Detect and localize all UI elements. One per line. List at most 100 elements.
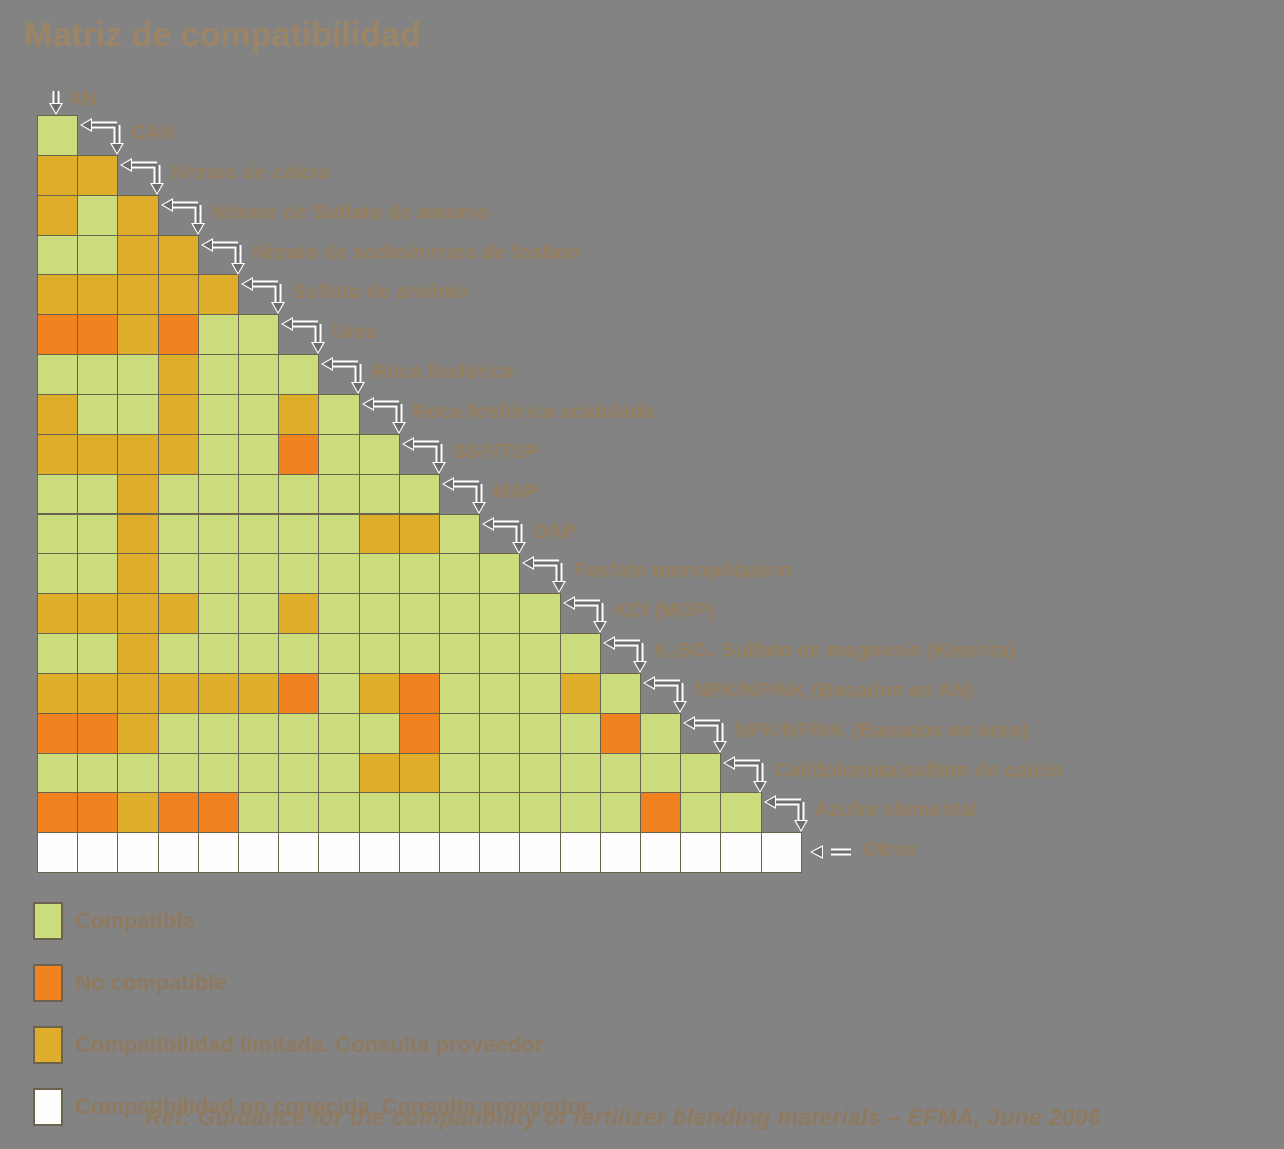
- matrix-cell: [318, 672, 360, 714]
- matrix-cell: [37, 154, 79, 196]
- material-label: Azufre elemental: [814, 799, 978, 822]
- matrix-cell: [278, 473, 320, 515]
- legend-item-compatible: Compatible: [33, 902, 195, 940]
- legend-label: Compatible: [75, 908, 195, 933]
- material-label: Nitrato de Sulfato de amonio: [211, 201, 490, 224]
- matrix-cell: [479, 633, 521, 674]
- matrix-cell: [439, 792, 481, 834]
- matrix-cell: [519, 672, 561, 714]
- matrix-cell: [358, 473, 400, 515]
- matrix-cell: [77, 792, 119, 834]
- matrix-cell: [238, 553, 280, 595]
- row-column-arrow-icon: [240, 275, 286, 320]
- matrix-cell: [157, 792, 199, 834]
- matrix-cell: [640, 832, 682, 874]
- matrix-cell: [157, 513, 199, 555]
- matrix-cell: [77, 274, 119, 316]
- matrix-cell: [760, 832, 802, 874]
- material-label: Fosfato monopótasico: [573, 560, 792, 583]
- down-arrow-icon: [48, 90, 64, 121]
- matrix-cell: [278, 633, 320, 674]
- matrix-cell: [398, 553, 440, 595]
- matrix-cell: [358, 672, 400, 714]
- matrix-cell: [238, 354, 280, 395]
- matrix-cell: [439, 593, 481, 635]
- row-column-arrow-icon: [481, 515, 527, 560]
- matrix-cell: [157, 393, 199, 435]
- matrix-cell: [37, 513, 79, 555]
- matrix-cell: [398, 633, 440, 674]
- matrix-cell: [278, 354, 320, 395]
- matrix-cell: [238, 672, 280, 714]
- matrix-cell: [358, 553, 400, 595]
- matrix-cell: [197, 672, 239, 714]
- matrix-cell: [479, 712, 521, 754]
- matrix-cell: [680, 752, 722, 794]
- matrix-cell: [278, 593, 320, 635]
- reference-text: Ref: Guidance for the compatibility of f…: [145, 1104, 1102, 1130]
- matrix-cell: [197, 354, 239, 395]
- matrix-cell: [318, 593, 360, 635]
- matrix-cell: [157, 752, 199, 794]
- matrix-cell: [117, 433, 159, 475]
- matrix-cell: [358, 792, 400, 834]
- matrix-cell: [358, 752, 400, 794]
- matrix-cell: [77, 314, 119, 356]
- material-label: NPK/NP/NK (Basados en úrea): [734, 719, 1029, 742]
- matrix-cell: [439, 712, 481, 754]
- matrix-cell: [439, 672, 481, 714]
- row-column-arrow-icon: [682, 714, 728, 759]
- matrix-cell: [398, 513, 440, 555]
- matrix-cell: [238, 712, 280, 754]
- row-column-arrow-icon: [200, 236, 246, 281]
- legend-swatch-compatibilidad-no-conocida: [33, 1088, 63, 1126]
- matrix-cell: [599, 792, 641, 834]
- matrix-cell: [117, 194, 159, 236]
- matrix-cell: [278, 672, 320, 714]
- matrix-cell: [197, 752, 239, 794]
- matrix-cell: [37, 274, 79, 316]
- matrix-cell: [117, 274, 159, 316]
- matrix-cell: [117, 672, 159, 714]
- row-column-arrow-icon: [401, 435, 447, 480]
- matrix-cell: [398, 712, 440, 754]
- material-label: Nitrato de calcio: [171, 161, 331, 184]
- matrix-cell: [117, 314, 159, 356]
- matrix-cell: [358, 712, 400, 754]
- matrix-cell: [77, 194, 119, 236]
- matrix-cell: [559, 792, 601, 834]
- row-column-arrow-icon: [160, 196, 206, 241]
- row-column-arrow-icon: [602, 634, 648, 679]
- matrix-cell: [77, 354, 119, 395]
- matrix-cell: [157, 712, 199, 754]
- matrix-cell: [77, 393, 119, 435]
- matrix-cell: [157, 234, 199, 276]
- matrix-cell: [640, 712, 682, 754]
- matrix-cell: [519, 792, 561, 834]
- matrix-cell: [398, 752, 440, 794]
- matrix-cell: [77, 712, 119, 754]
- matrix-cell: [398, 473, 440, 515]
- matrix-cell: [157, 274, 199, 316]
- matrix-cell: [197, 792, 239, 834]
- matrix-cell: [479, 832, 521, 874]
- matrix-cell: [37, 473, 79, 515]
- legend-item-no-compatible: No compatible: [33, 964, 227, 1002]
- matrix-cell: [479, 593, 521, 635]
- matrix-cell: [398, 792, 440, 834]
- matrix-cell: [157, 553, 199, 595]
- material-label: Urea: [332, 321, 378, 344]
- matrix-cell: [439, 633, 481, 674]
- legend-swatch-no-compatible: [33, 964, 63, 1002]
- matrix-cell: [37, 553, 79, 595]
- matrix-cell: [37, 712, 79, 754]
- material-label: Cal/dolomita/sulfato de calcio: [774, 759, 1063, 782]
- material-label: Nitrato de sodio/nitrato de fosfato: [251, 241, 580, 264]
- matrix-cell: [157, 473, 199, 515]
- matrix-cell: [77, 433, 119, 475]
- matrix-cell: [117, 752, 159, 794]
- matrix-cell: [117, 354, 159, 395]
- material-label: Sulfato de amónio: [292, 281, 469, 304]
- row-column-arrow-icon: [320, 355, 366, 400]
- matrix-cell: [77, 593, 119, 635]
